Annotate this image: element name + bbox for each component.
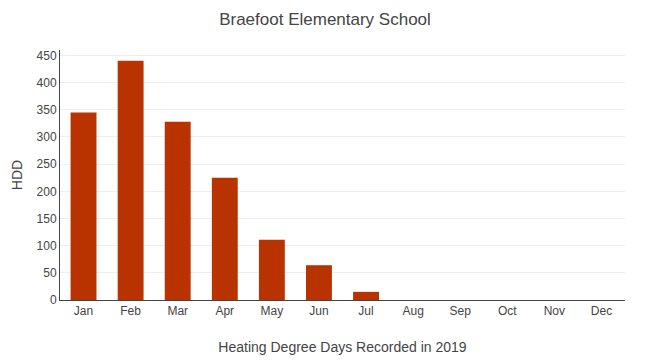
svg-text:May: May (261, 304, 284, 318)
svg-text:Jul: Jul (358, 304, 373, 318)
svg-text:350: 350 (37, 103, 57, 117)
svg-text:0: 0 (50, 293, 57, 307)
svg-text:50: 50 (43, 266, 57, 280)
svg-text:Oct: Oct (498, 304, 517, 318)
svg-text:150: 150 (37, 212, 57, 226)
svg-text:HDD: HDD (9, 160, 25, 190)
svg-text:250: 250 (37, 157, 57, 171)
svg-text:200: 200 (37, 185, 57, 199)
svg-text:450: 450 (37, 49, 57, 63)
svg-text:Jan: Jan (74, 304, 93, 318)
svg-text:Mar: Mar (167, 304, 188, 318)
svg-text:Aug: Aug (402, 304, 423, 318)
svg-text:Feb: Feb (120, 304, 141, 318)
svg-text:Dec: Dec (591, 304, 612, 318)
svg-text:Apr: Apr (215, 304, 234, 318)
svg-text:Sep: Sep (450, 304, 472, 318)
svg-text:400: 400 (37, 76, 57, 90)
svg-text:100: 100 (37, 239, 57, 253)
svg-text:Jun: Jun (309, 304, 328, 318)
svg-text:300: 300 (37, 130, 57, 144)
svg-text:Nov: Nov (544, 304, 565, 318)
svg-text:Heating Degree Days Recorded i: Heating Degree Days Recorded in 2019 (218, 339, 466, 355)
svg-text:Braefoot Elementary School: Braefoot Elementary School (219, 10, 431, 29)
